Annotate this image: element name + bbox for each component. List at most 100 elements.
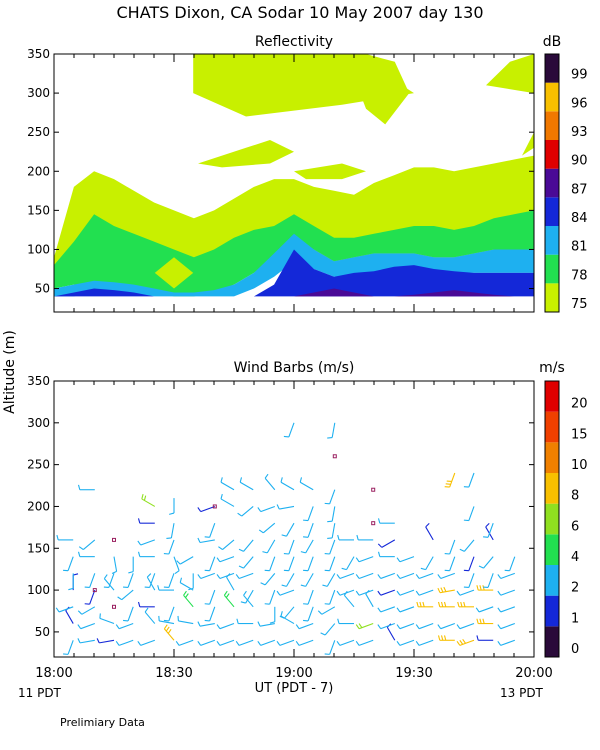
wind-barb [444, 556, 456, 572]
reflectivity-patch-75 [198, 140, 294, 168]
wind-barb [188, 573, 194, 591]
wind-barb [295, 623, 314, 630]
wind-y-axis: 50 100 150 200 250 300 350 [27, 374, 534, 639]
wind-barb [337, 618, 354, 625]
wind-barb [341, 556, 355, 571]
wind-barb [327, 523, 336, 539]
wind-barb [415, 639, 434, 646]
wind-barb [483, 573, 494, 589]
wind-barb [216, 572, 235, 580]
wind-barb [238, 539, 254, 552]
wind-barb [137, 639, 155, 646]
wind-barb [204, 522, 216, 538]
wind-barb [236, 618, 254, 625]
wind-barb [179, 577, 194, 591]
wind-barb [197, 505, 215, 513]
wind-barb [111, 556, 118, 575]
wind-barb [456, 589, 475, 596]
wind-barbs-frame [53, 380, 535, 658]
wind-barb [280, 477, 295, 491]
wind-barb [320, 623, 336, 636]
x-tick-label: 18:00 [35, 666, 72, 681]
wind-barb [377, 539, 396, 548]
x-tick-label: 20:00 [515, 666, 552, 681]
calm-marker [212, 504, 217, 509]
reflectivity-colorbar-swatch [545, 226, 559, 255]
wind-barb [497, 572, 515, 580]
wind-barb [123, 573, 134, 589]
reflectivity-colorbar-swatch [545, 168, 559, 198]
wind-barb [68, 573, 74, 591]
wind-barb [416, 601, 434, 608]
wind-barb [355, 556, 374, 563]
wind-barb [216, 639, 235, 646]
reflectivity-x-axis [53, 54, 535, 312]
wind-barb [169, 498, 175, 515]
wind-barb [283, 422, 295, 438]
wind-barb [279, 606, 295, 619]
wind-barb [204, 606, 216, 622]
wind-barb [396, 556, 415, 563]
wind-colorbar-tick: 4 [571, 550, 579, 565]
wind-barb [324, 640, 336, 655]
wind-barb [166, 523, 175, 539]
wind-barb [415, 589, 434, 596]
wind-barb [483, 522, 494, 538]
reflectivity-colorbar-label: dB [543, 34, 562, 50]
wind-barb [478, 556, 494, 569]
y-tick-label: 200 [27, 164, 50, 178]
wind-barb [216, 623, 235, 630]
wind-colorbar-tick: 0 [571, 642, 579, 657]
wind-colorbar-tick: 2 [571, 581, 579, 596]
wind-colorbar-swatch [545, 534, 559, 565]
reflectivity-field [54, 54, 534, 297]
y-tick-label: 100 [27, 242, 50, 256]
wind-barb [299, 477, 314, 491]
wind-barb [283, 556, 295, 572]
wind-barb [396, 639, 415, 646]
wind-barb [96, 638, 115, 644]
wind-barb [204, 589, 216, 605]
wind-barb [260, 573, 276, 586]
calm-marker [112, 537, 116, 542]
wind-barb [463, 573, 475, 589]
wind-barb [197, 639, 215, 646]
wind-barb [223, 590, 235, 608]
calm-marker [332, 454, 337, 459]
wind-barb [103, 573, 115, 589]
wind-colorbar: m/s 0 1 2 4 6 8 10 15 20 [539, 360, 588, 658]
wind-barb [327, 422, 336, 439]
reflectivity-colorbar-tick: 75 [571, 297, 588, 312]
wind-barb [84, 589, 96, 605]
wind-barb [303, 589, 314, 605]
wind-barb [396, 589, 415, 596]
wind-barb [218, 539, 235, 551]
wind-barb [264, 473, 276, 491]
wind-barb [377, 589, 395, 596]
wind-barb [457, 601, 474, 608]
reflectivity-colorbar-swatch [545, 283, 559, 312]
reflectivity-band-84 [54, 249, 534, 297]
wind-barb [476, 618, 494, 625]
wind-x-axis: 18:00 18:30 19:00 19:30 20:00 [35, 381, 553, 681]
reflectivity-colorbar-tick: 87 [571, 182, 588, 197]
footer-note: Prelimiary Data [60, 716, 145, 729]
figure-title: CHATS Dixon, CA Sodar 10 May 2007 day 13… [116, 3, 483, 22]
wind-barb [356, 534, 374, 541]
wind-barb [324, 489, 336, 505]
wind-barb [137, 551, 155, 558]
wind-colorbar-tick: 6 [571, 519, 579, 534]
wind-barb [257, 639, 275, 646]
wind-barb [444, 539, 456, 555]
x-left-note: 11 PDT [18, 686, 62, 700]
wind-barb [163, 539, 175, 555]
wind-barb [463, 556, 475, 572]
wind-barb [56, 534, 74, 541]
wind-barb [324, 556, 336, 572]
wind-barb [355, 572, 374, 580]
wind-barb [437, 623, 455, 630]
wind-barb [243, 590, 254, 608]
wind-barb [437, 572, 455, 580]
reflectivity-colorbar-tick: 96 [571, 96, 588, 111]
wind-barb [197, 621, 215, 627]
